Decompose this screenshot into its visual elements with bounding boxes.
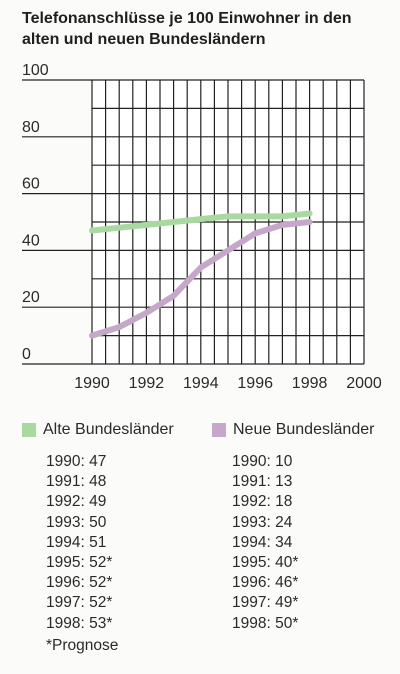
x-tick-label: 1998 — [292, 375, 328, 392]
value-row: 1998: 53* — [46, 614, 113, 632]
value-row: 1996: 46* — [232, 574, 299, 592]
title-line-2: alten und neuen Bundesländern — [22, 31, 266, 48]
x-axis-ticks: 1990 1992 1994 1996 1998 2000 — [74, 375, 382, 392]
value-row: 1992: 49 — [46, 493, 107, 511]
value-row: 1992: 18 — [232, 493, 293, 511]
legend-swatch-alte — [22, 423, 36, 437]
value-row: 1997: 49* — [232, 594, 299, 612]
value-row: 1994: 51 — [46, 533, 107, 551]
legend-item-neue: Neue Bundesländer — [212, 421, 374, 439]
value-row: 1994: 34 — [232, 533, 293, 551]
y-axis-ticks: 0 20 40 60 80 100 — [22, 62, 92, 365]
line-chart: 0 20 40 60 80 100 1990 1992 1994 1996 1998 2000 — [22, 62, 382, 392]
value-row: 1991: 13 — [232, 473, 293, 491]
value-row: 1993: 50 — [46, 513, 107, 531]
chart-series — [89, 210, 313, 339]
value-row: 1990: 47 — [46, 453, 107, 470]
values-list-neue: 1990: 10 1991: 13 1992: 18 1993: 24 1994… — [232, 452, 298, 634]
value-row: 1991: 48 — [46, 473, 107, 491]
values-list-alte: 1990: 47 1991: 48 1992: 49 1993: 50 1994… — [46, 452, 112, 634]
value-row: 1990: 10 — [232, 453, 293, 470]
footnote: *Prognose — [46, 637, 119, 654]
value-row: 1995: 52* — [46, 554, 113, 572]
x-tick-label: 1992 — [129, 375, 165, 392]
y-tick-label: 20 — [22, 289, 40, 306]
y-tick-label: 0 — [22, 346, 31, 363]
y-tick-label: 60 — [22, 176, 40, 193]
value-row: 1997: 52* — [46, 594, 113, 612]
chart-title: Telefonanschlüsse je 100 Einwohner in de… — [22, 8, 382, 50]
x-tick-label: 2000 — [346, 375, 382, 392]
legend-item-alte: Alte Bundesländer — [22, 421, 174, 439]
value-row: 1993: 24 — [232, 513, 293, 531]
value-row: 1995: 40* — [232, 554, 299, 572]
y-tick-label: 100 — [22, 62, 49, 79]
y-tick-label: 80 — [22, 119, 40, 136]
legend-label-neue: Neue Bundesländer — [233, 421, 375, 438]
title-line-1: Telefonanschlüsse je 100 Einwohner in de… — [22, 10, 352, 27]
value-row: 1996: 52* — [46, 574, 113, 592]
x-tick-label: 1990 — [74, 375, 110, 392]
x-tick-label: 1996 — [237, 375, 273, 392]
x-tick-label: 1994 — [183, 375, 219, 392]
legend-label-alte: Alte Bundesländer — [43, 421, 174, 438]
value-row: 1998: 50* — [232, 614, 299, 632]
legend-swatch-neue — [212, 423, 226, 437]
y-tick-label: 40 — [22, 232, 40, 249]
